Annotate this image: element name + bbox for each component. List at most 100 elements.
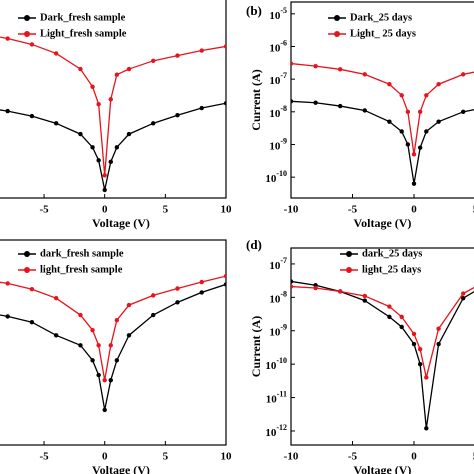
data-point xyxy=(108,97,113,102)
data-point xyxy=(313,100,318,105)
data-point xyxy=(96,372,101,378)
data-point xyxy=(29,113,35,119)
data-point xyxy=(387,314,392,320)
data-point xyxy=(102,173,107,178)
data-point xyxy=(338,103,343,109)
data-point xyxy=(436,82,441,87)
data-point xyxy=(387,119,392,124)
data-point xyxy=(151,312,156,318)
data-point xyxy=(223,273,227,279)
series-line xyxy=(291,62,474,155)
plot-area xyxy=(291,61,474,186)
data-point xyxy=(223,282,227,287)
x-tick-label: 0 xyxy=(102,204,108,216)
legend-marker xyxy=(346,267,352,273)
data-point xyxy=(291,61,294,66)
x-axis-label: Voltage (V) xyxy=(354,463,412,474)
data-point xyxy=(114,318,120,323)
data-point xyxy=(5,36,10,41)
data-point xyxy=(399,93,404,98)
data-point xyxy=(126,302,132,308)
panel-label: (b) xyxy=(246,3,262,18)
data-point xyxy=(114,145,120,150)
data-point xyxy=(461,109,466,115)
x-tick-label: 5 xyxy=(473,451,474,463)
data-point xyxy=(436,341,441,347)
data-point xyxy=(338,67,343,72)
legend-marker xyxy=(24,31,30,37)
data-point xyxy=(411,341,417,347)
series-line xyxy=(291,280,474,429)
data-point xyxy=(313,285,318,291)
data-point xyxy=(78,312,83,318)
legend-label: dark_fresh sample xyxy=(40,248,124,259)
data-point xyxy=(78,343,83,348)
x-tick-label: -5 xyxy=(39,204,49,216)
x-tick-label: -10 xyxy=(284,204,299,216)
data-point xyxy=(29,42,35,47)
data-point xyxy=(405,109,411,115)
y-tick-label: 10-6 xyxy=(269,38,287,54)
data-point xyxy=(114,72,120,77)
y-tick-label: 10-9 xyxy=(269,323,287,339)
data-point xyxy=(53,333,59,338)
data-point xyxy=(411,152,417,157)
data-point xyxy=(126,333,132,338)
data-point xyxy=(399,129,404,134)
data-point xyxy=(29,320,35,325)
legend-label: light_25 days xyxy=(362,264,421,275)
x-axis-label: Voltage (V) xyxy=(92,463,150,474)
y-axis-label: Current (A) xyxy=(249,69,263,130)
data-point xyxy=(424,129,429,134)
data-point xyxy=(313,63,318,69)
legend-label: Dark_fresh sample xyxy=(40,12,126,23)
data-point xyxy=(108,159,113,165)
x-tick-label: 5 xyxy=(163,451,169,463)
x-tick-label: -5 xyxy=(39,451,49,463)
data-point xyxy=(362,108,367,113)
legend-marker xyxy=(24,15,30,21)
legend-marker xyxy=(334,15,340,21)
data-point xyxy=(411,331,417,337)
y-tick-label: 10-8 xyxy=(269,104,287,120)
y-tick-label: 10-9 xyxy=(269,136,287,152)
data-point xyxy=(151,58,156,64)
plot-area xyxy=(0,36,227,193)
y-tick-label: 10-12 xyxy=(265,423,287,439)
data-point xyxy=(223,101,227,106)
data-point xyxy=(436,119,441,124)
data-point xyxy=(362,298,367,303)
data-point xyxy=(424,426,429,431)
y-tick-label: 10-10 xyxy=(265,356,287,372)
data-point xyxy=(53,295,59,301)
x-axis-label: Voltage (V) xyxy=(354,216,412,230)
legend-label: dark_25 days xyxy=(362,248,422,259)
data-point xyxy=(175,300,180,305)
legend-label: light_fresh sample xyxy=(40,264,123,275)
y-tick-label: 10-7 xyxy=(269,256,287,272)
y-tick-label: 10-7 xyxy=(269,71,287,87)
data-point xyxy=(199,105,204,111)
legend-marker xyxy=(24,267,30,273)
x-tick-label: -5 xyxy=(348,451,358,463)
data-point xyxy=(362,293,367,299)
data-point xyxy=(5,108,10,114)
series-line xyxy=(291,285,474,378)
data-point xyxy=(424,93,429,98)
data-point xyxy=(338,289,343,294)
data-point xyxy=(387,304,392,309)
data-point xyxy=(461,72,466,77)
legend-label: Light_ 25 days xyxy=(350,28,416,39)
plot-frame xyxy=(290,247,474,446)
x-tick-label: 0 xyxy=(411,451,417,463)
y-tick-label: 10-8 xyxy=(269,289,287,305)
data-point xyxy=(53,51,59,56)
data-point xyxy=(90,145,95,150)
data-point xyxy=(199,279,204,285)
data-point xyxy=(417,361,423,367)
plot-area xyxy=(291,279,474,431)
data-point xyxy=(223,44,227,49)
data-point xyxy=(175,113,180,118)
data-point xyxy=(417,109,423,115)
